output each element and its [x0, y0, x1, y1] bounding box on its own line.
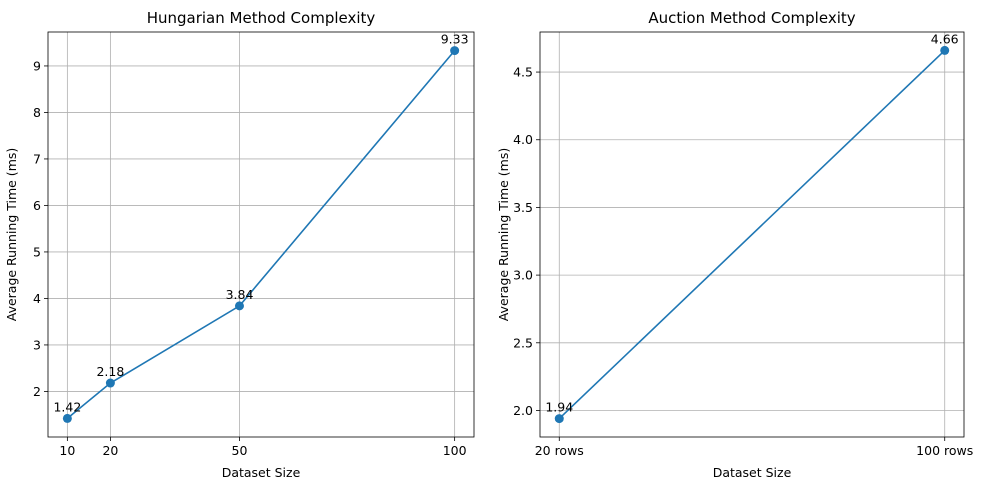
- data-point: [940, 45, 950, 55]
- x-tick-label: 20: [102, 443, 118, 458]
- data-label: 3.84: [226, 287, 254, 302]
- x-axis-label: Dataset Size: [222, 465, 301, 480]
- plot-frame: [539, 31, 965, 438]
- y-tick-label: 3.5: [513, 200, 533, 215]
- y-tick-label: 3.0: [513, 268, 533, 283]
- x-tick-label: 100: [443, 443, 467, 458]
- data-label: 4.66: [931, 31, 959, 46]
- y-tick-label: 2.5: [513, 335, 533, 350]
- y-tick-label: 6: [33, 198, 41, 213]
- y-tick-label: 7: [33, 151, 41, 166]
- y-tick-label: 4.5: [513, 65, 533, 80]
- hungarian-chart: 10 20 50 100 2 3 4 5 6 7 8 9 1.42 2.18 3.84 9.33 Hungari…: [4, 9, 475, 480]
- data-point: [450, 46, 460, 56]
- y-tick-label: 9: [33, 58, 41, 73]
- chart-title: Hungarian Method Complexity: [147, 9, 376, 27]
- y-tick-label: 5: [33, 244, 41, 259]
- y-axis-label: Average Running Time (ms): [496, 148, 511, 322]
- data-point: [234, 301, 244, 311]
- y-axis-label: Average Running Time (ms): [4, 148, 19, 322]
- data-label: 2.18: [96, 364, 124, 379]
- data-label: 9.33: [441, 32, 469, 47]
- x-axis-label: Dataset Size: [713, 465, 792, 480]
- data-point: [554, 414, 564, 424]
- data-label: 1.94: [545, 400, 573, 415]
- x-tick-label: 100 rows: [916, 443, 973, 458]
- y-tick-label: 2: [33, 384, 41, 399]
- y-tick-label: 4.0: [513, 132, 533, 147]
- y-tick-label: 3: [33, 337, 41, 352]
- auction-chart: 20 rows 100 rows 2.0 2.5 3.0 3.5 4.0 4.5 1.94 4.6…: [496, 9, 973, 480]
- data-label: 1.42: [53, 399, 81, 414]
- plot-frame: [47, 31, 475, 438]
- y-tick-label: 2.0: [513, 403, 533, 418]
- data-point: [62, 413, 72, 423]
- x-tick-label: 20 rows: [535, 443, 584, 458]
- x-tick-label: 10: [59, 443, 75, 458]
- x-tick-label: 50: [232, 443, 248, 458]
- series-line: [558, 49, 946, 420]
- y-tick-label: 4: [33, 291, 41, 306]
- y-tick-label: 8: [33, 105, 41, 120]
- data-point: [105, 378, 115, 388]
- series-line: [66, 50, 456, 420]
- chart-title: Auction Method Complexity: [648, 9, 855, 27]
